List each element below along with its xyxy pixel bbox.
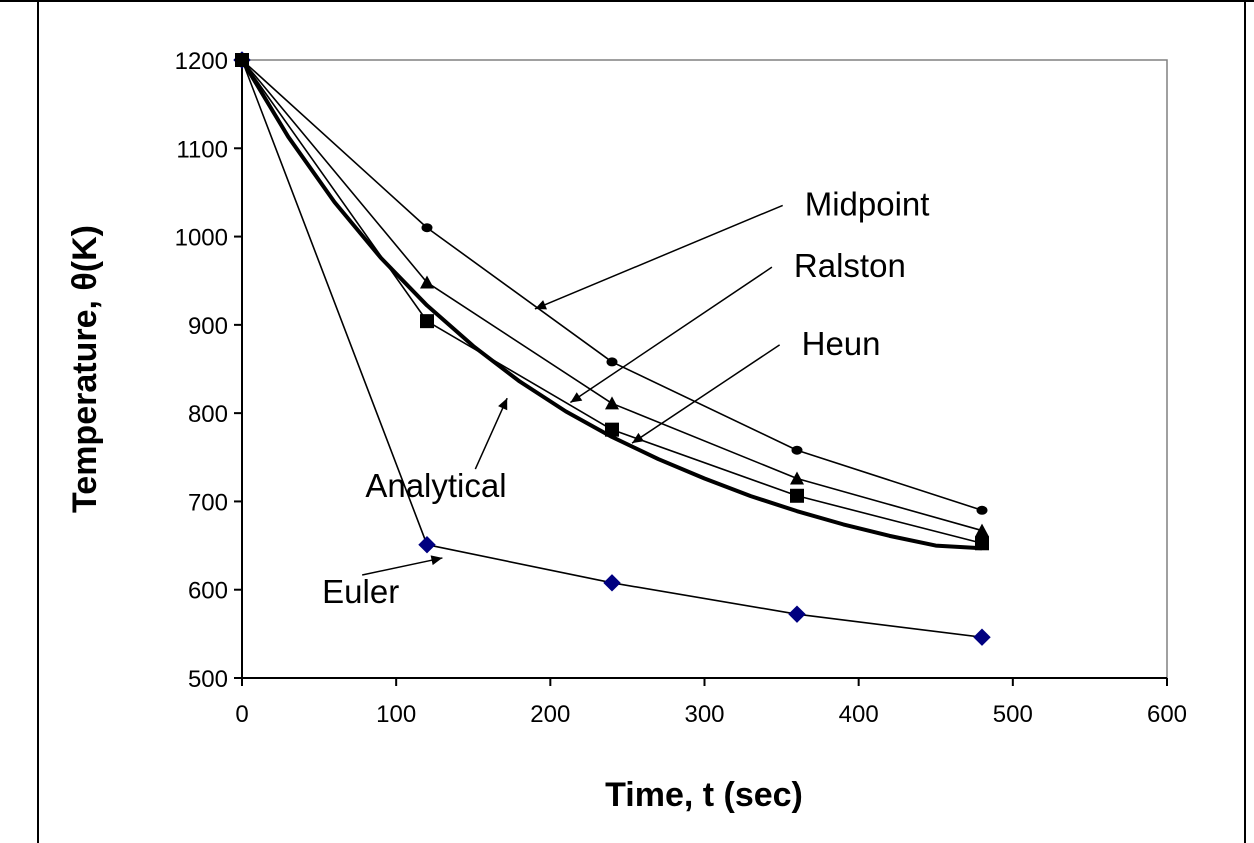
y-tick-label: 700 (188, 489, 228, 516)
y-tick-label: 1000 (175, 225, 228, 252)
annotation-layer: Midpoint Ralston Heun Analytical Euler (322, 185, 929, 610)
annotation-arrowhead (534, 300, 547, 310)
marker-euler (603, 574, 621, 592)
marker-heun (790, 488, 804, 503)
annotation-arrow-line (474, 397, 508, 470)
y-axis-title: Temperature, θ(K) (66, 225, 104, 513)
marker-euler (418, 535, 436, 554)
annotation-arrowhead (570, 392, 583, 403)
annotation-label: Euler (322, 573, 399, 610)
series-line-heun (241, 59, 983, 545)
marker-midpoint (791, 445, 803, 455)
y-tick-label: 800 (188, 401, 228, 428)
marker-euler (973, 628, 991, 646)
y-tick-label: 1200 (175, 48, 228, 75)
frame-right-border (1244, 0, 1246, 843)
frame-left-border (37, 0, 39, 843)
x-axis-title: Time, t (sec) (605, 776, 803, 814)
annotation-label: Heun (802, 325, 881, 362)
marker-midpoint (606, 357, 618, 367)
series-analytical (240, 58, 983, 551)
x-tick-label: 400 (839, 701, 879, 728)
series-line-ralston (241, 59, 983, 532)
annotation-label: Analytical (365, 467, 506, 504)
marker-ralston (975, 523, 989, 537)
annotation-arrow-line (631, 344, 781, 444)
annotation-arrow-line (569, 266, 773, 404)
series-layer (233, 51, 991, 646)
annotation-arrowhead (498, 398, 508, 411)
series-line-analytical (240, 58, 983, 551)
y-tick-label: 1100 (176, 136, 228, 163)
x-tick-label: 0 (235, 701, 248, 728)
frame-top-border (0, 0, 1254, 2)
annotation-arrow-line (534, 204, 783, 310)
x-tick-label: 600 (1147, 701, 1187, 728)
marker-euler (788, 605, 806, 623)
x-tick-label: 100 (376, 701, 416, 728)
marker-ralston (605, 396, 619, 410)
series-ralston (235, 53, 989, 537)
annotation-ralston: Ralston (569, 247, 906, 404)
annotation-arrow-line (362, 557, 443, 576)
marker-heun (420, 314, 434, 329)
annotation-arrowhead (632, 432, 644, 444)
marker-midpoint (976, 505, 988, 515)
y-tick-label: 900 (188, 313, 228, 340)
annotation-label: Ralston (794, 247, 906, 284)
y-tick-label: 500 (188, 666, 228, 693)
series-midpoint (236, 55, 988, 515)
marker-ralston (420, 275, 434, 289)
annotation-midpoint: Midpoint (534, 185, 930, 310)
x-tick-label: 200 (530, 701, 570, 728)
annotation-arrowhead (430, 555, 443, 566)
y-tick-label: 600 (188, 578, 228, 605)
annotation-euler: Euler (322, 555, 443, 610)
annotation-analytical: Analytical (365, 397, 508, 504)
x-tick-label: 500 (993, 701, 1033, 728)
x-tick-label: 300 (684, 701, 724, 728)
annotation-label: Midpoint (805, 185, 930, 222)
annotation-heun: Heun (631, 325, 881, 444)
series-line-midpoint (241, 59, 983, 512)
axes: 0 100 200 300 400 500 600 500 600 700 800 900 1000 11… (175, 48, 1187, 728)
marker-ralston (790, 471, 804, 485)
marker-midpoint (421, 223, 433, 233)
